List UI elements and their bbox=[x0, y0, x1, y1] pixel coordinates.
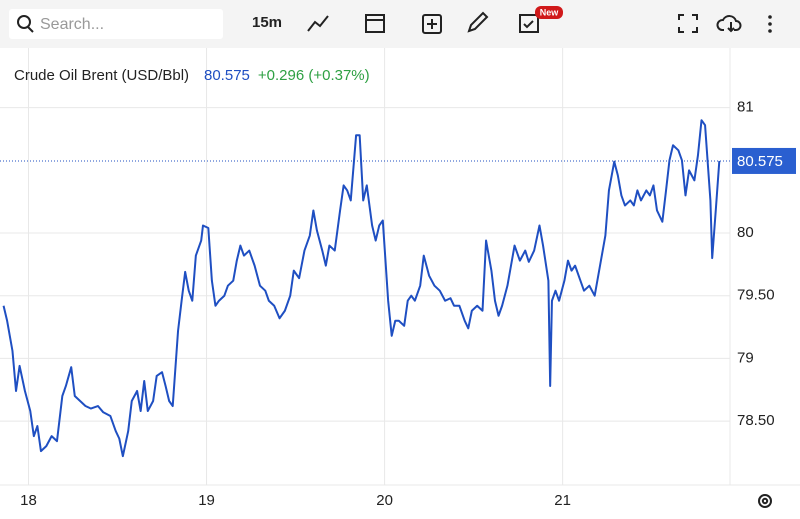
price-tag-label: 80.575 bbox=[737, 153, 783, 170]
header-price: 80.575 bbox=[204, 67, 250, 84]
chart-type-button[interactable] bbox=[307, 15, 329, 32]
new-badge-text: New bbox=[540, 7, 560, 17]
add-button[interactable] bbox=[422, 14, 442, 34]
search-icon-handle bbox=[27, 26, 34, 33]
price-tag bbox=[732, 147, 796, 174]
y-tick-label: 81 bbox=[737, 99, 754, 116]
search-icon bbox=[17, 15, 31, 29]
y-tick-label: 78.50 bbox=[737, 412, 775, 429]
x-tick-label: 20 bbox=[376, 492, 393, 509]
search-box[interactable] bbox=[9, 9, 223, 39]
price-line bbox=[2, 119, 721, 458]
x-tick-label: 19 bbox=[198, 492, 215, 509]
y-tick-label: 79.50 bbox=[737, 287, 775, 304]
chart-title: Crude Oil Brent (USD/Bbl) bbox=[14, 67, 189, 84]
draw-button[interactable] bbox=[467, 11, 489, 33]
plot bbox=[0, 48, 730, 485]
events-button[interactable] bbox=[519, 14, 539, 33]
y-tick-label: 80 bbox=[737, 224, 754, 241]
x-tick-label: 18 bbox=[20, 492, 37, 509]
events-check bbox=[523, 20, 534, 29]
calendar-button[interactable] bbox=[365, 14, 385, 33]
search-placeholder: Search... bbox=[40, 16, 104, 33]
header-change: +0.296 (+0.37%) bbox=[258, 67, 370, 84]
x-tick-label: 21 bbox=[554, 492, 571, 509]
add-plus bbox=[427, 19, 437, 29]
new-badge bbox=[535, 6, 563, 19]
more-button[interactable] bbox=[768, 15, 772, 33]
settings-button[interactable] bbox=[758, 494, 772, 508]
fullscreen-button[interactable] bbox=[678, 14, 698, 33]
y-tick-label: 79 bbox=[737, 349, 754, 366]
download-button[interactable] bbox=[716, 15, 742, 33]
interval-button[interactable]: 15m bbox=[252, 14, 282, 31]
